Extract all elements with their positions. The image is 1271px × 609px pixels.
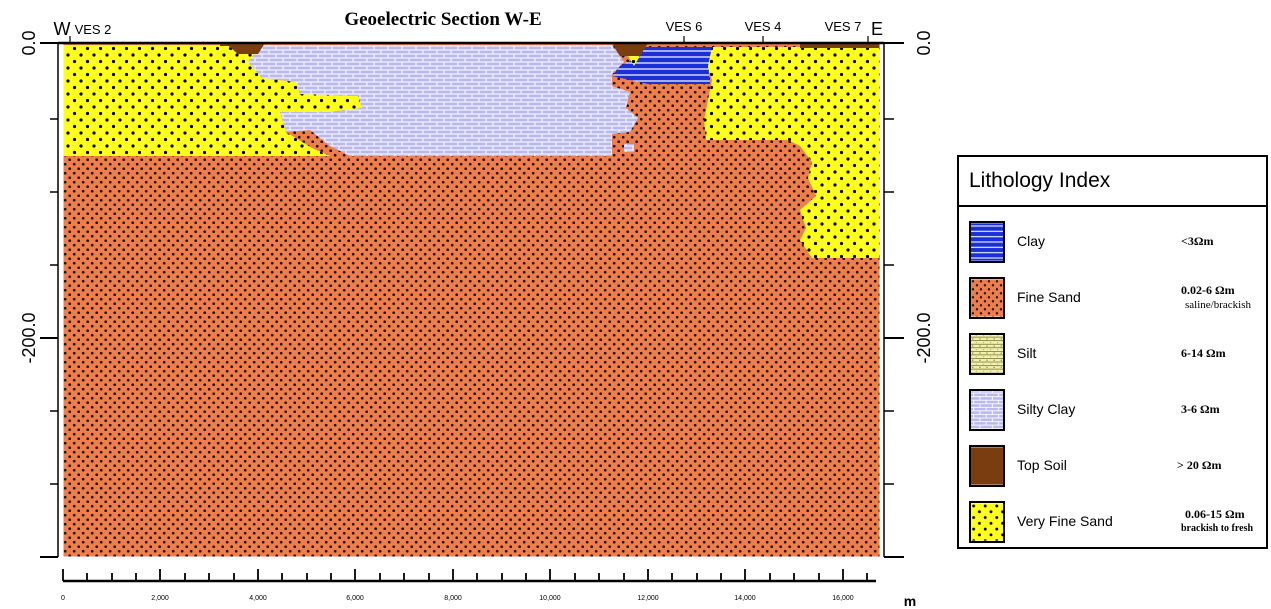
distance-tick-14000: 14,000 (734, 595, 756, 602)
distance-tick-2000: 2,000 (151, 595, 169, 602)
top-soil-strip (220, 43, 880, 56)
distance-tick-10000: 10,000 (539, 595, 561, 602)
east-label: E (871, 19, 883, 39)
distance-tick-6000: 6,000 (346, 595, 364, 602)
silt-swatch (969, 333, 1005, 375)
legend-note-fine-sand: saline/brackish (1185, 299, 1251, 311)
very-fine-sand-east-zone (704, 47, 880, 258)
ves-label-7: VES 7 (825, 19, 862, 34)
section-body (63, 43, 880, 557)
legend-resistivity-silty-clay: 3-6 Ωm (1181, 402, 1220, 416)
ves-label-2: VES 2 (75, 22, 112, 37)
legend-item-silty-clay: Silty Clay 3-6 Ωm (959, 381, 1266, 437)
lithology-legend: Lithology Index Clay <3Ωm Fine Sand 0.02… (957, 155, 1268, 549)
right-depth-label-200: -200.0 (914, 312, 934, 363)
distance-tick-16000: 16,000 (832, 595, 854, 602)
ves-label-6: VES 6 (666, 19, 703, 34)
legend-resistivity-silt: 6-14 Ωm (1181, 346, 1226, 360)
ves-markers: VES 2 VES 6 VES 4 VES 7 (69, 19, 869, 43)
distance-tick-0: 0 (61, 595, 65, 602)
right-depth-label-0: 0.0 (914, 30, 934, 55)
legend-resistivity-top-soil: > 20 Ωm (1177, 458, 1222, 472)
legend-note-very-fine-sand: brackish to fresh (1181, 523, 1254, 534)
west-label: W (54, 19, 71, 39)
top-soil-swatch (969, 445, 1005, 487)
legend-title: Lithology Index (959, 157, 1266, 207)
legend-resistivity-fine-sand: 0.02-6 Ωm (1181, 283, 1235, 297)
fine-sand-swatch (969, 277, 1005, 319)
legend-item-fine-sand: Fine Sand 0.02-6 Ωm saline/brackish (959, 269, 1266, 325)
legend-item-silt: Silt 6-14 Ωm (959, 325, 1266, 381)
clay-swatch (969, 221, 1005, 263)
legend-label-clay: Clay (1017, 233, 1046, 249)
legend-label-silty-clay: Silty Clay (1017, 401, 1076, 417)
legend-item-very-fine-sand: Very Fine Sand 0.06-15 Ωm brackish to fr… (959, 493, 1266, 549)
legend-label-silt: Silt (1017, 345, 1037, 361)
legend-label-very-fine-sand: Very Fine Sand (1017, 513, 1113, 529)
distance-tick-12000: 12,000 (637, 595, 659, 602)
silty-clay-sliver (624, 144, 634, 152)
legend-item-clay: Clay <3Ωm (959, 213, 1266, 269)
silty-clay-swatch (969, 389, 1005, 431)
left-depth-axis: 0.0 -200.0 (19, 30, 59, 558)
very-fine-sand-pocket (628, 56, 640, 66)
legend-resistivity-very-fine-sand: 0.06-15 Ωm (1185, 507, 1245, 521)
left-depth-label-200: -200.0 (19, 312, 39, 363)
distance-tick-4000: 4,000 (249, 595, 267, 602)
right-depth-axis: 0.0 -200.0 (883, 30, 934, 558)
silty-clay-zone (248, 45, 638, 156)
distance-axis: 0 2,000 4,000 6,000 8,000 10,000 12,000 … (61, 569, 916, 609)
very-fine-sand-west-zone (63, 45, 362, 156)
left-depth-label-0: 0.0 (19, 30, 39, 55)
legend-resistivity-clay: <3Ωm (1181, 234, 1214, 248)
distance-tick-8000: 8,000 (444, 595, 462, 602)
distance-axis-ticks (62, 569, 868, 581)
distance-unit-label: m (904, 593, 916, 609)
section-title: Geoelectric Section W-E (344, 9, 541, 30)
legend-label-top-soil: Top Soil (1017, 457, 1067, 473)
very-fine-sand-swatch (969, 501, 1005, 543)
legend-label-fine-sand: Fine Sand (1017, 289, 1081, 305)
ves-label-4: VES 4 (745, 19, 782, 34)
legend-item-top-soil: Top Soil > 20 Ωm (959, 437, 1266, 493)
